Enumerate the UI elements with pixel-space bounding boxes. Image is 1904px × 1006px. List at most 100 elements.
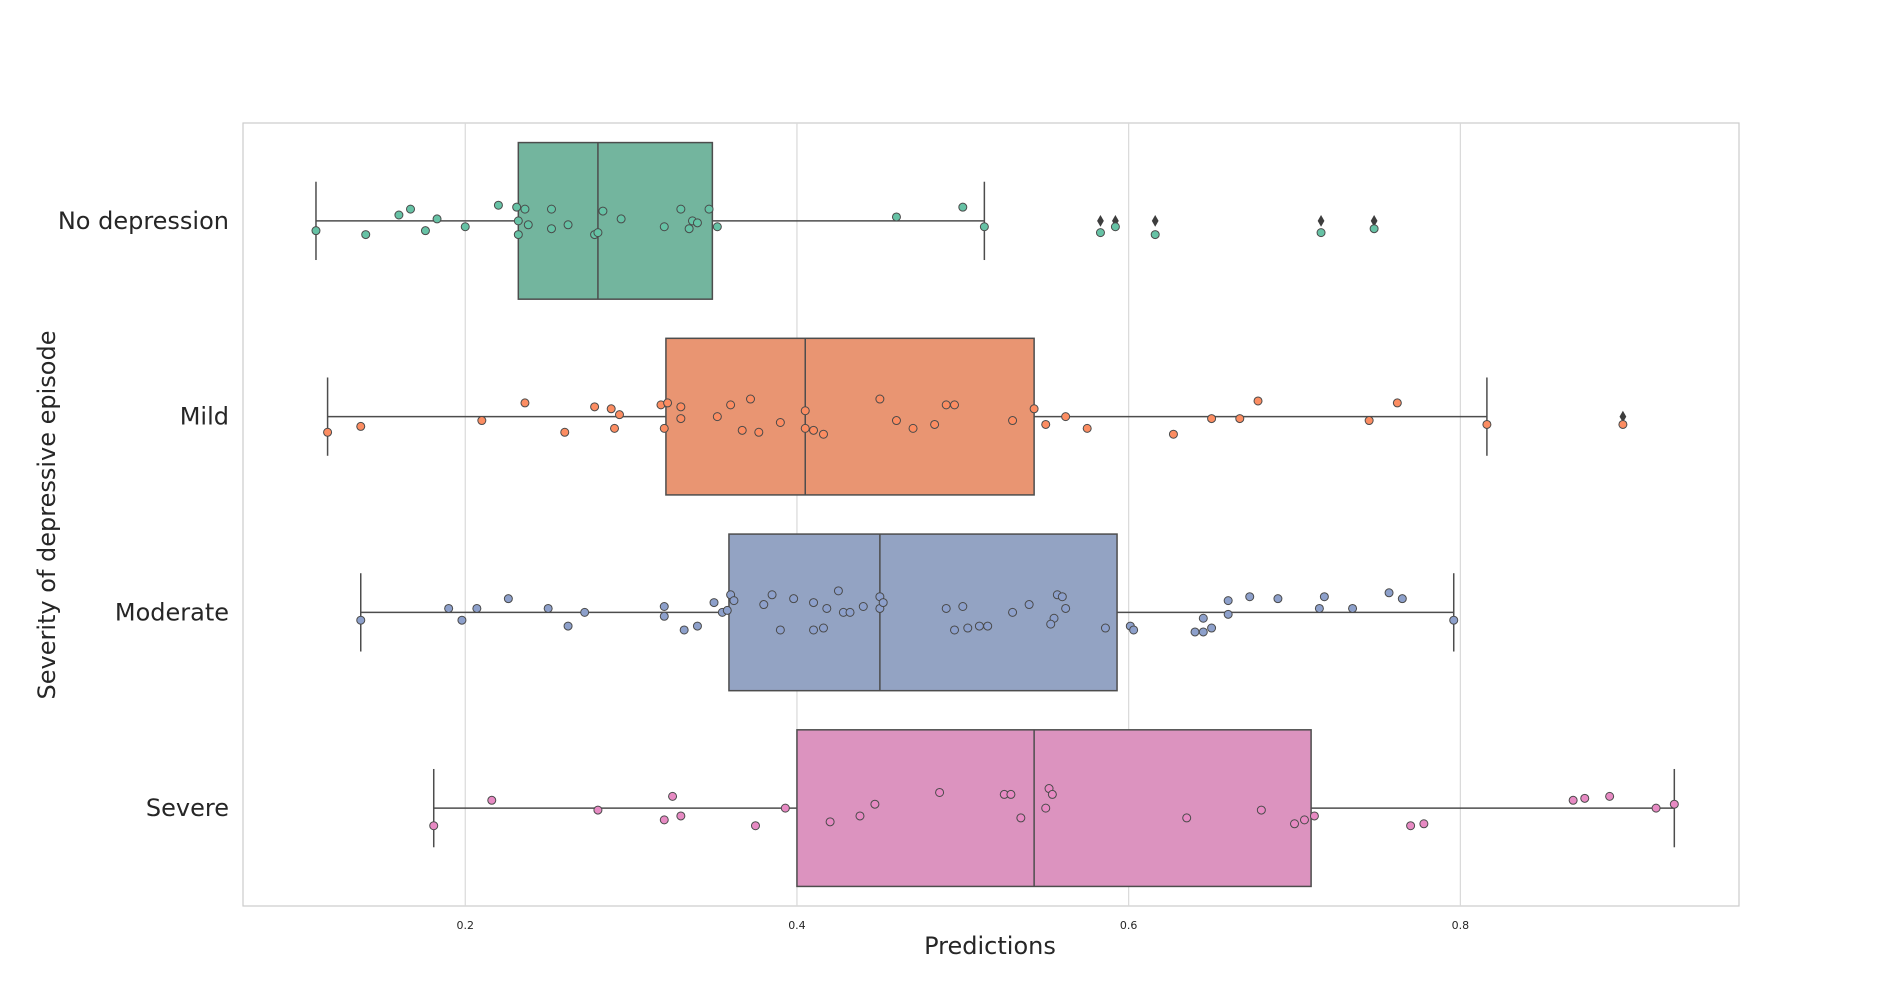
data-point — [1618, 419, 1628, 429]
data-point — [361, 230, 371, 240]
data-point — [704, 204, 714, 214]
data-point — [754, 427, 764, 437]
data-point — [800, 423, 810, 433]
data-point — [974, 621, 984, 631]
data-point — [676, 414, 686, 424]
data-point — [356, 615, 366, 625]
y-axis-title: Severity of depressive episode — [33, 331, 61, 700]
data-point — [1419, 819, 1429, 829]
data-point — [855, 811, 865, 821]
data-point — [676, 204, 686, 214]
data-point — [1651, 803, 1661, 813]
data-point — [750, 821, 760, 831]
data-point — [1008, 607, 1018, 617]
outlier-marker — [1151, 215, 1159, 227]
data-point — [593, 228, 603, 238]
data-point — [722, 605, 732, 615]
data-point — [1110, 222, 1120, 232]
data-point — [503, 594, 513, 604]
data-point — [606, 404, 616, 414]
data-point — [1290, 819, 1300, 829]
y-category-label: Mild — [180, 403, 229, 431]
data-point — [1129, 625, 1139, 635]
data-point — [963, 623, 973, 633]
data-point — [1348, 603, 1358, 613]
data-point — [563, 220, 573, 230]
data-point — [979, 222, 989, 232]
data-point — [598, 206, 608, 216]
data-point — [1316, 228, 1326, 238]
data-point — [1016, 813, 1026, 823]
data-point — [950, 400, 960, 410]
data-point — [1273, 594, 1283, 604]
data-point — [663, 398, 673, 408]
outlier-marker — [1619, 410, 1627, 423]
data-point — [1482, 419, 1492, 429]
x-axis-title: Predictions — [924, 932, 1056, 960]
data-point — [935, 787, 945, 797]
data-point — [429, 821, 439, 831]
data-point — [818, 623, 828, 633]
data-point — [460, 222, 470, 232]
data-point — [513, 230, 523, 240]
data-point — [709, 598, 719, 608]
data-point — [1392, 398, 1402, 408]
data-point — [1095, 228, 1105, 238]
data-point — [477, 416, 487, 426]
data-point — [1082, 423, 1092, 433]
data-point — [1041, 803, 1051, 813]
data-point — [1190, 627, 1200, 637]
data-point — [729, 596, 739, 606]
data-point — [958, 602, 968, 612]
data-point — [891, 416, 901, 426]
data-point — [684, 224, 694, 234]
data-point — [775, 625, 785, 635]
data-point — [983, 621, 993, 631]
data-point — [1397, 594, 1407, 604]
data-point — [520, 398, 530, 408]
data-point — [767, 590, 777, 600]
data-point — [930, 419, 940, 429]
data-point — [891, 212, 901, 222]
data-point — [1006, 789, 1016, 799]
data-point — [737, 425, 747, 435]
data-point — [789, 594, 799, 604]
data-point — [659, 423, 669, 433]
data-point — [1061, 412, 1071, 422]
data-point — [1568, 795, 1578, 805]
data-point — [590, 402, 600, 412]
data-point — [432, 214, 442, 224]
data-point — [659, 611, 669, 621]
x-tick-label: 0.2 — [456, 919, 474, 932]
data-point — [1182, 813, 1192, 823]
data-point — [679, 625, 689, 635]
data-point — [1150, 230, 1160, 240]
data-point — [356, 421, 366, 431]
data-point — [800, 406, 810, 416]
data-point — [406, 204, 416, 214]
data-point — [1669, 799, 1679, 809]
data-point — [394, 210, 404, 220]
data-point — [1319, 592, 1329, 602]
data-point — [1198, 627, 1208, 637]
data-point — [1364, 416, 1374, 426]
data-point — [546, 204, 556, 214]
data-point — [444, 603, 454, 613]
data-point — [1046, 619, 1056, 629]
data-point — [875, 394, 885, 404]
data-point — [908, 423, 918, 433]
x-tick-label: 0.8 — [1452, 919, 1470, 932]
data-point — [818, 429, 828, 439]
data-point — [822, 603, 832, 613]
data-point — [659, 815, 669, 825]
data-point — [1100, 623, 1110, 633]
outlier-marker — [1370, 215, 1378, 227]
y-category-label: No depression — [58, 207, 229, 235]
data-point — [809, 625, 819, 635]
data-point — [420, 226, 430, 236]
points-layer — [311, 200, 1679, 831]
data-point — [676, 402, 686, 412]
data-point — [523, 220, 533, 230]
data-point — [1449, 615, 1459, 625]
